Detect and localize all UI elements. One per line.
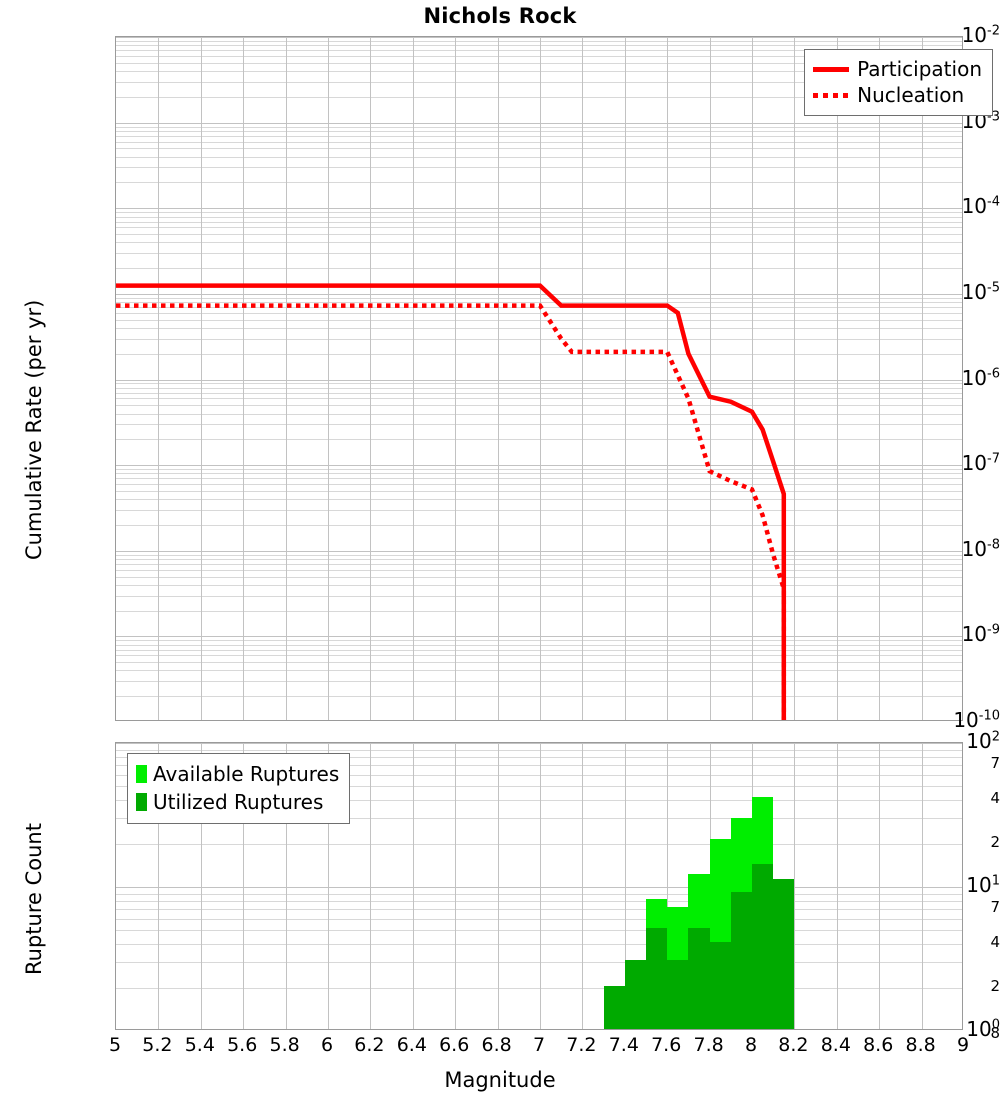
x-axis-title: Magnitude [0, 1068, 1000, 1092]
top-y-tick: 10-6 [892, 368, 1000, 388]
bottom-y-minor-tick: 4 [890, 791, 1000, 806]
bar-group [646, 899, 667, 1029]
top-y-tick: 10-10 [892, 710, 1000, 730]
top-y-tick: 10-9 [892, 624, 1000, 644]
bar-utilized [688, 928, 709, 1029]
bar-utilized [752, 864, 773, 1029]
top-y-tick: 10-8 [892, 539, 1000, 559]
legend-item-nucleation[interactable]: Nucleation [813, 82, 982, 108]
bottom-y-minor-tick: 7 [890, 900, 1000, 915]
top-y-axis-title: Cumulative Rate (per yr) [22, 300, 46, 560]
bar-group [688, 874, 709, 1029]
bar-group [710, 839, 731, 1029]
bar-group [604, 986, 625, 1029]
bar-utilized [667, 960, 688, 1029]
solid-line-icon [813, 67, 849, 72]
bar-group [667, 907, 688, 1029]
bar-utilized [625, 960, 646, 1029]
cumulative-rate-plot [115, 36, 963, 721]
available-swatch-icon [136, 765, 147, 783]
bottom-y-tick: 102 [892, 731, 1000, 751]
bar-utilized [710, 942, 731, 1029]
bottom-y-tick: 101 [892, 875, 1000, 895]
bottom-y-axis-title: Rupture Count [22, 823, 46, 975]
bar-group [625, 960, 646, 1029]
rupture-count-plot: Available Ruptures Utilized Ruptures [115, 742, 963, 1030]
top-y-tick: 10-2 [892, 25, 1000, 45]
utilized-swatch-icon [136, 793, 147, 811]
bottom-y-minor-tick: 4 [890, 935, 1000, 950]
legend-item-available[interactable]: Available Ruptures [136, 760, 339, 788]
bar-utilized [646, 928, 667, 1029]
legend-label-participation: Participation [849, 57, 982, 81]
curve-legend[interactable]: Participation Nucleation [804, 49, 993, 116]
chart-title: Nichols Rock [0, 4, 1000, 28]
legend-label-nucleation: Nucleation [849, 83, 964, 107]
bar-group [773, 928, 794, 1029]
curve-participation [116, 286, 784, 721]
legend-label-available: Available Ruptures [147, 762, 339, 786]
x-tick: 9 [933, 1036, 993, 1055]
legend-item-participation[interactable]: Participation [813, 56, 982, 82]
top-y-tick: 10-7 [892, 453, 1000, 473]
legend-label-utilized: Utilized Ruptures [147, 790, 323, 814]
bottom-y-minor-tick: 2 [890, 979, 1000, 994]
bar-legend[interactable]: Available Ruptures Utilized Ruptures [127, 753, 350, 824]
bottom-y-minor-tick: 7 [890, 756, 1000, 771]
legend-item-utilized[interactable]: Utilized Ruptures [136, 788, 339, 816]
bar-utilized [731, 892, 752, 1029]
rate-curves [116, 37, 962, 720]
bar-utilized [604, 986, 625, 1029]
bar-utilized [773, 879, 794, 1029]
bottom-y-minor-tick: 2 [890, 835, 1000, 850]
bar-group [752, 797, 773, 1029]
curve-nucleation [116, 306, 784, 721]
chart-page: Nichols Rock 10-210-310-410-510-610-710-… [0, 0, 1000, 1100]
bar-group [731, 818, 752, 1029]
dotted-line-icon [813, 93, 849, 98]
top-y-tick: 10-5 [892, 282, 1000, 302]
top-y-tick: 10-4 [892, 196, 1000, 216]
